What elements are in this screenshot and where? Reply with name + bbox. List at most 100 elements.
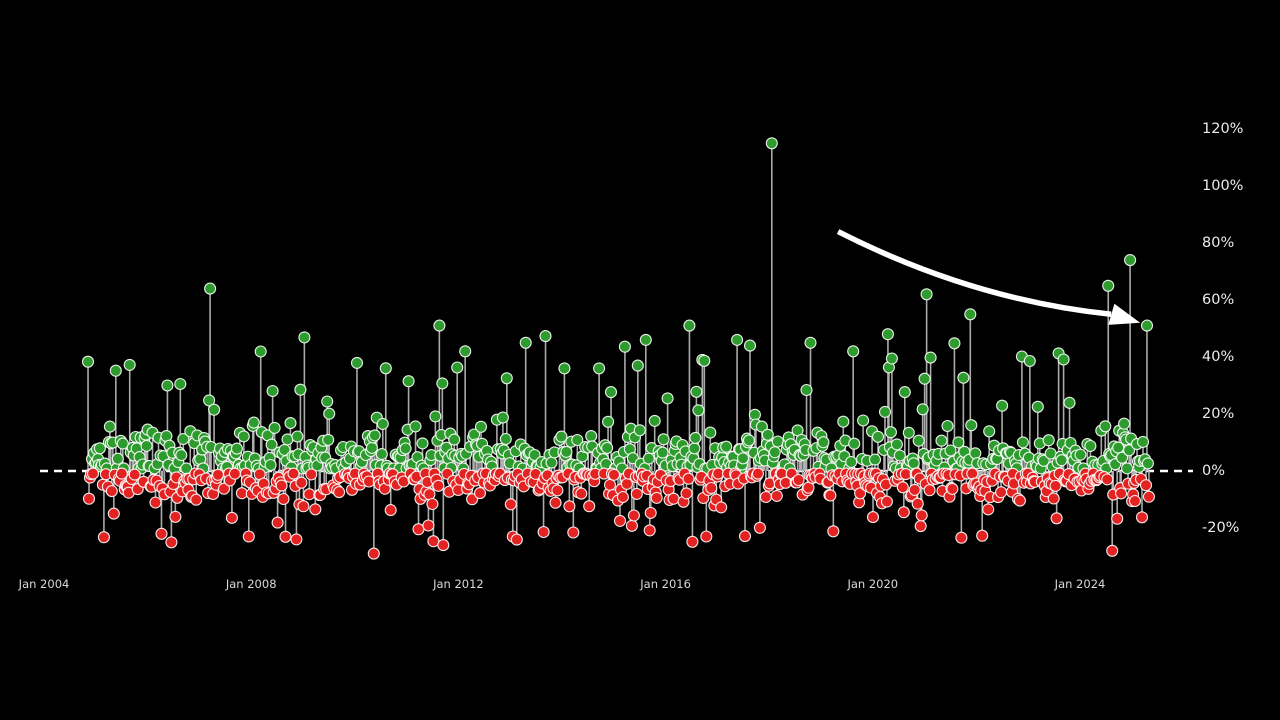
data-point bbox=[305, 468, 318, 481]
data-point bbox=[755, 420, 768, 433]
x-tick-label: Jan 2008 bbox=[225, 577, 277, 591]
data-point bbox=[680, 487, 693, 500]
data-point bbox=[155, 527, 168, 540]
data-point bbox=[618, 340, 631, 353]
data-point bbox=[225, 511, 238, 524]
data-point bbox=[837, 415, 850, 428]
data-point bbox=[616, 490, 629, 504]
data-point bbox=[613, 514, 627, 527]
data-point bbox=[983, 425, 996, 438]
data-point bbox=[416, 437, 429, 450]
data-point bbox=[500, 372, 513, 385]
data-point bbox=[402, 375, 415, 388]
data-point bbox=[1016, 436, 1029, 449]
data-point bbox=[650, 491, 663, 504]
data-point bbox=[604, 386, 618, 399]
data-point bbox=[82, 492, 96, 505]
data-point bbox=[549, 496, 562, 509]
data-point bbox=[128, 468, 141, 481]
data-point bbox=[375, 448, 388, 461]
data-point bbox=[804, 336, 817, 349]
data-point bbox=[948, 337, 961, 350]
data-point bbox=[504, 498, 517, 511]
data-point bbox=[946, 482, 959, 495]
data-point bbox=[890, 438, 903, 451]
data-point bbox=[866, 511, 880, 524]
data-point bbox=[896, 481, 909, 494]
data-point bbox=[965, 419, 978, 432]
data-point bbox=[368, 429, 381, 442]
data-point bbox=[1124, 254, 1137, 267]
data-point bbox=[175, 449, 188, 462]
data-point bbox=[93, 442, 106, 455]
data-point bbox=[1101, 473, 1114, 486]
data-point bbox=[149, 496, 162, 509]
data-point bbox=[111, 452, 124, 465]
data-point bbox=[751, 467, 764, 480]
y-tick-label: 60% bbox=[1202, 292, 1234, 308]
arrow-head-icon bbox=[1108, 303, 1141, 325]
data-point bbox=[437, 539, 450, 552]
data-point bbox=[952, 436, 965, 449]
data-point bbox=[571, 433, 584, 447]
data-point bbox=[768, 446, 781, 459]
data-point bbox=[545, 456, 558, 469]
data-point bbox=[1084, 439, 1097, 453]
data-point bbox=[279, 530, 292, 543]
data-point bbox=[384, 504, 397, 517]
data-point bbox=[1118, 417, 1131, 430]
data-point bbox=[868, 453, 882, 466]
negative-points-layer bbox=[82, 467, 1155, 560]
data-point bbox=[911, 497, 924, 510]
data-point bbox=[165, 536, 178, 549]
data-point bbox=[109, 364, 122, 377]
data-point bbox=[935, 434, 948, 447]
data-point bbox=[700, 530, 713, 543]
y-tick-label: 0% bbox=[1202, 463, 1225, 479]
data-point bbox=[827, 525, 840, 538]
data-point bbox=[720, 440, 733, 453]
data-point bbox=[982, 503, 995, 516]
data-point bbox=[1142, 490, 1155, 503]
data-point bbox=[399, 442, 412, 455]
data-point bbox=[367, 547, 380, 560]
data-point bbox=[1121, 462, 1134, 475]
data-point bbox=[190, 493, 203, 506]
data-point bbox=[893, 449, 906, 462]
data-point bbox=[753, 521, 766, 534]
data-point bbox=[105, 485, 118, 498]
data-point bbox=[298, 331, 311, 344]
data-point bbox=[602, 415, 615, 428]
data-point bbox=[281, 433, 294, 446]
data-point bbox=[916, 403, 929, 416]
data-point bbox=[657, 433, 670, 446]
data-point bbox=[742, 434, 756, 447]
data-point bbox=[1116, 451, 1129, 464]
data-point bbox=[211, 468, 225, 481]
data-point bbox=[539, 330, 552, 343]
data-point bbox=[648, 414, 661, 427]
data-point bbox=[761, 428, 774, 441]
data-point bbox=[277, 492, 290, 506]
y-tick-label: 40% bbox=[1202, 349, 1234, 365]
data-point bbox=[792, 473, 805, 487]
data-point bbox=[161, 379, 174, 392]
data-point bbox=[322, 433, 335, 446]
data-point bbox=[644, 506, 657, 519]
annotation-layer bbox=[836, 229, 1141, 325]
data-point bbox=[897, 506, 910, 519]
data-point bbox=[607, 468, 621, 481]
data-point bbox=[686, 535, 699, 548]
data-point bbox=[123, 358, 136, 371]
data-point bbox=[510, 533, 523, 546]
data-point bbox=[625, 519, 638, 532]
data-point bbox=[103, 420, 116, 433]
data-point bbox=[1074, 448, 1087, 461]
data-point bbox=[86, 467, 100, 480]
data-point bbox=[235, 487, 248, 500]
data-point bbox=[537, 525, 550, 539]
data-point bbox=[631, 359, 644, 372]
data-point bbox=[770, 489, 783, 502]
data-point bbox=[854, 487, 867, 500]
data-point bbox=[560, 445, 573, 458]
